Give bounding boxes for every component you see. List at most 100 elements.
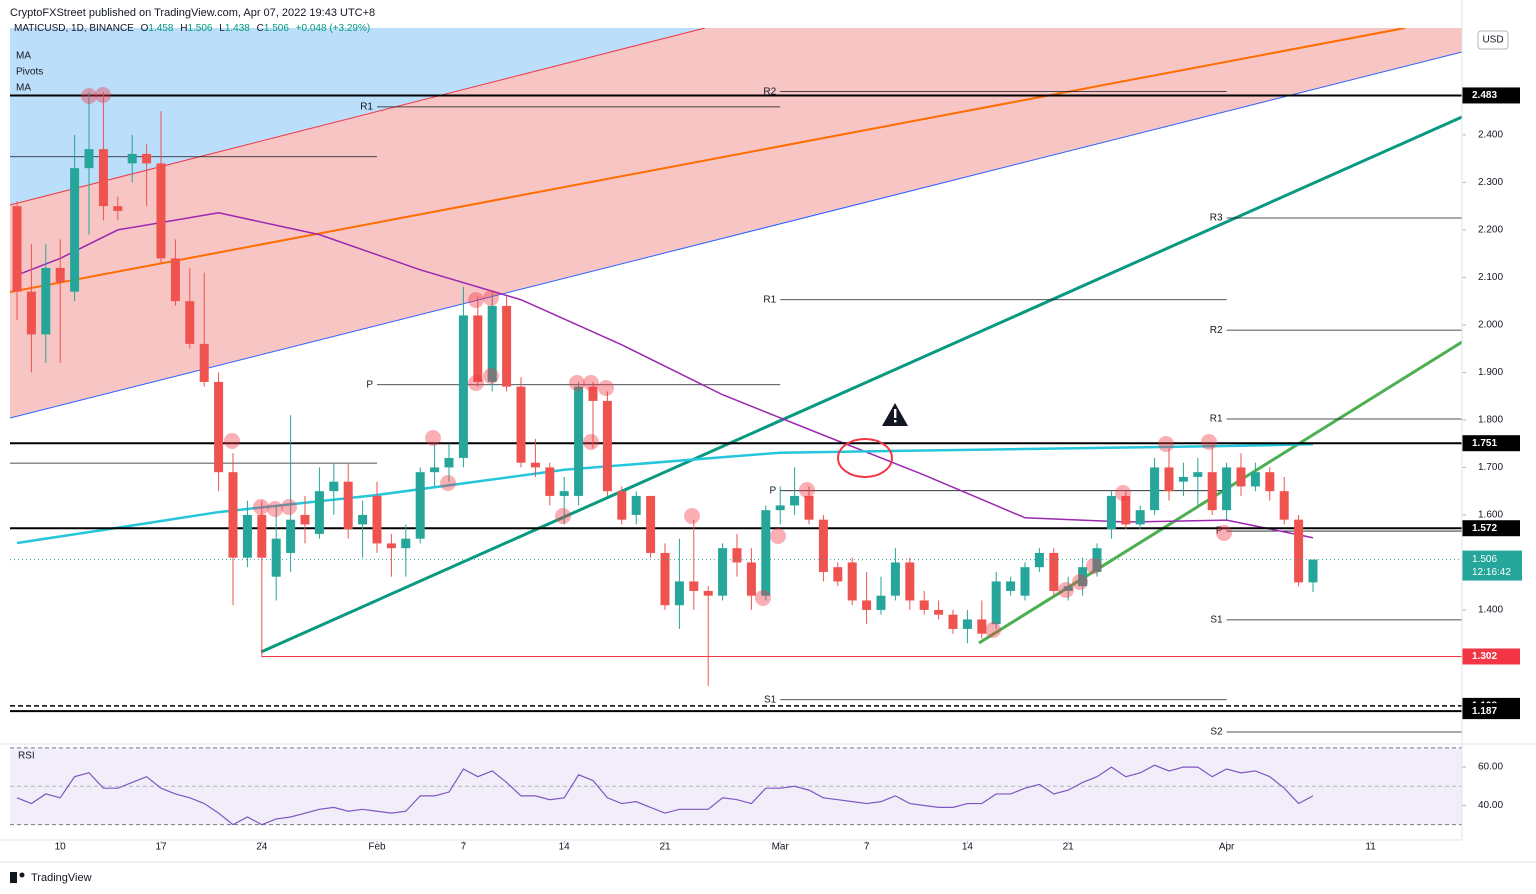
- candle-body: [890, 562, 900, 596]
- candle-body: [559, 491, 569, 496]
- level-label: 1.302: [1472, 651, 1497, 662]
- candle-body: [113, 206, 123, 211]
- pivot-label: R2: [763, 86, 776, 97]
- pivot-label: R1: [1210, 414, 1223, 425]
- candle-body: [703, 590, 713, 596]
- marker: [483, 368, 499, 384]
- marker: [755, 590, 771, 606]
- candle-body: [156, 163, 166, 259]
- legend-label: O: [141, 23, 149, 34]
- x-tick-label: Apr: [1219, 842, 1235, 853]
- marker: [1086, 558, 1102, 574]
- y-tick-label: 1.400: [1478, 605, 1503, 616]
- candle-body: [55, 267, 65, 283]
- rsi-line: [16, 764, 1314, 826]
- candle-body: [833, 567, 843, 582]
- y-tick-label: 2.100: [1478, 272, 1503, 283]
- candle-body: [674, 581, 684, 606]
- plot-area: R1 P R2 R1 P S1 R3 R2 R1 P S1 S2: [10, 86, 1462, 738]
- pivot-label: P: [366, 379, 373, 390]
- marker: [684, 508, 700, 524]
- candle-body: [1034, 552, 1044, 568]
- channel-fill: [10, 28, 1462, 418]
- candle-body: [12, 206, 22, 292]
- candle-body: [746, 562, 756, 596]
- marker: [1216, 525, 1232, 541]
- candle-body: [948, 614, 958, 629]
- candle-body: [1164, 467, 1174, 492]
- candle-body: [458, 315, 468, 458]
- candle-body: [617, 491, 627, 520]
- marker: [483, 290, 499, 306]
- moving-average: [16, 442, 1314, 545]
- candle-body: [1178, 476, 1188, 482]
- marker: [770, 528, 786, 544]
- y-tick-label: 40.00: [1478, 800, 1503, 811]
- level-label-box: [1462, 520, 1520, 537]
- candle-body: [761, 510, 771, 596]
- publisher-note: CryptoFXStreet published on TradingView.…: [10, 7, 375, 19]
- candle-body: [1308, 559, 1318, 583]
- candle-body: [1049, 552, 1059, 591]
- legend-label: C: [257, 23, 264, 34]
- level-label: 2.483: [1472, 90, 1497, 101]
- candle-body: [415, 472, 425, 539]
- warning-mark: [894, 420, 897, 423]
- x-tick-label: 24: [256, 842, 268, 853]
- marker: [468, 292, 484, 308]
- level-label-box: [1462, 648, 1520, 665]
- candle-body: [170, 258, 180, 302]
- legend-value: 1.458: [148, 23, 173, 34]
- candle-body: [862, 600, 872, 610]
- candle-body: [574, 386, 584, 496]
- legend-label: L: [219, 23, 225, 34]
- candle-body: [228, 472, 238, 558]
- candle-body: [1150, 467, 1160, 511]
- candle-body: [386, 543, 396, 549]
- y-tick-label: 2.200: [1478, 225, 1503, 236]
- candle-body: [977, 619, 987, 634]
- trendline: [978, 340, 1462, 645]
- candle-body: [127, 153, 137, 164]
- candle-body: [372, 495, 382, 544]
- level-label-box: [1462, 87, 1520, 104]
- pivot-label: S1: [764, 694, 777, 705]
- y-tick-label: 1.700: [1478, 462, 1503, 473]
- pivot-label: S1: [1210, 615, 1223, 626]
- pivot-label: R1: [763, 294, 776, 305]
- candle-body: [631, 495, 641, 515]
- candle-body: [790, 495, 800, 506]
- legend-indicator: MA: [16, 83, 31, 94]
- marker: [224, 433, 240, 449]
- candle-body: [430, 467, 440, 473]
- moving-average: [16, 212, 1314, 539]
- candle-body: [1063, 586, 1073, 591]
- candle-body: [214, 381, 224, 473]
- marker: [253, 499, 269, 515]
- level-label: 1.187: [1472, 706, 1497, 717]
- marker: [799, 482, 815, 498]
- level-label: 1.572: [1472, 523, 1497, 534]
- pivot-label: S2: [1210, 727, 1223, 738]
- channel-mid: [10, 28, 1406, 293]
- marker: [1115, 485, 1131, 501]
- currency: USD: [1482, 35, 1503, 46]
- x-tick-label: 21: [1063, 842, 1075, 853]
- rsi-title: RSI: [18, 751, 35, 762]
- candle-body: [1294, 519, 1304, 583]
- candle-body: [1222, 467, 1232, 511]
- candle-body: [502, 305, 512, 387]
- candle-body: [199, 343, 209, 382]
- countdown: 12:16:42: [1472, 567, 1511, 578]
- candle-body: [718, 548, 728, 596]
- candle-body: [602, 400, 612, 492]
- candle-body: [934, 609, 944, 615]
- x-tick-label: 7: [461, 842, 467, 853]
- marker: [1158, 436, 1174, 452]
- drawings: [10, 28, 1462, 654]
- legend-symbol: MATICUSD, 1D, BINANCE O1.458 H1.506 L1.4…: [14, 23, 370, 34]
- legend-indicator: MA: [16, 51, 31, 62]
- logo: [10, 872, 17, 883]
- candle-body: [1236, 467, 1246, 487]
- legend-value: 1.506: [187, 23, 212, 34]
